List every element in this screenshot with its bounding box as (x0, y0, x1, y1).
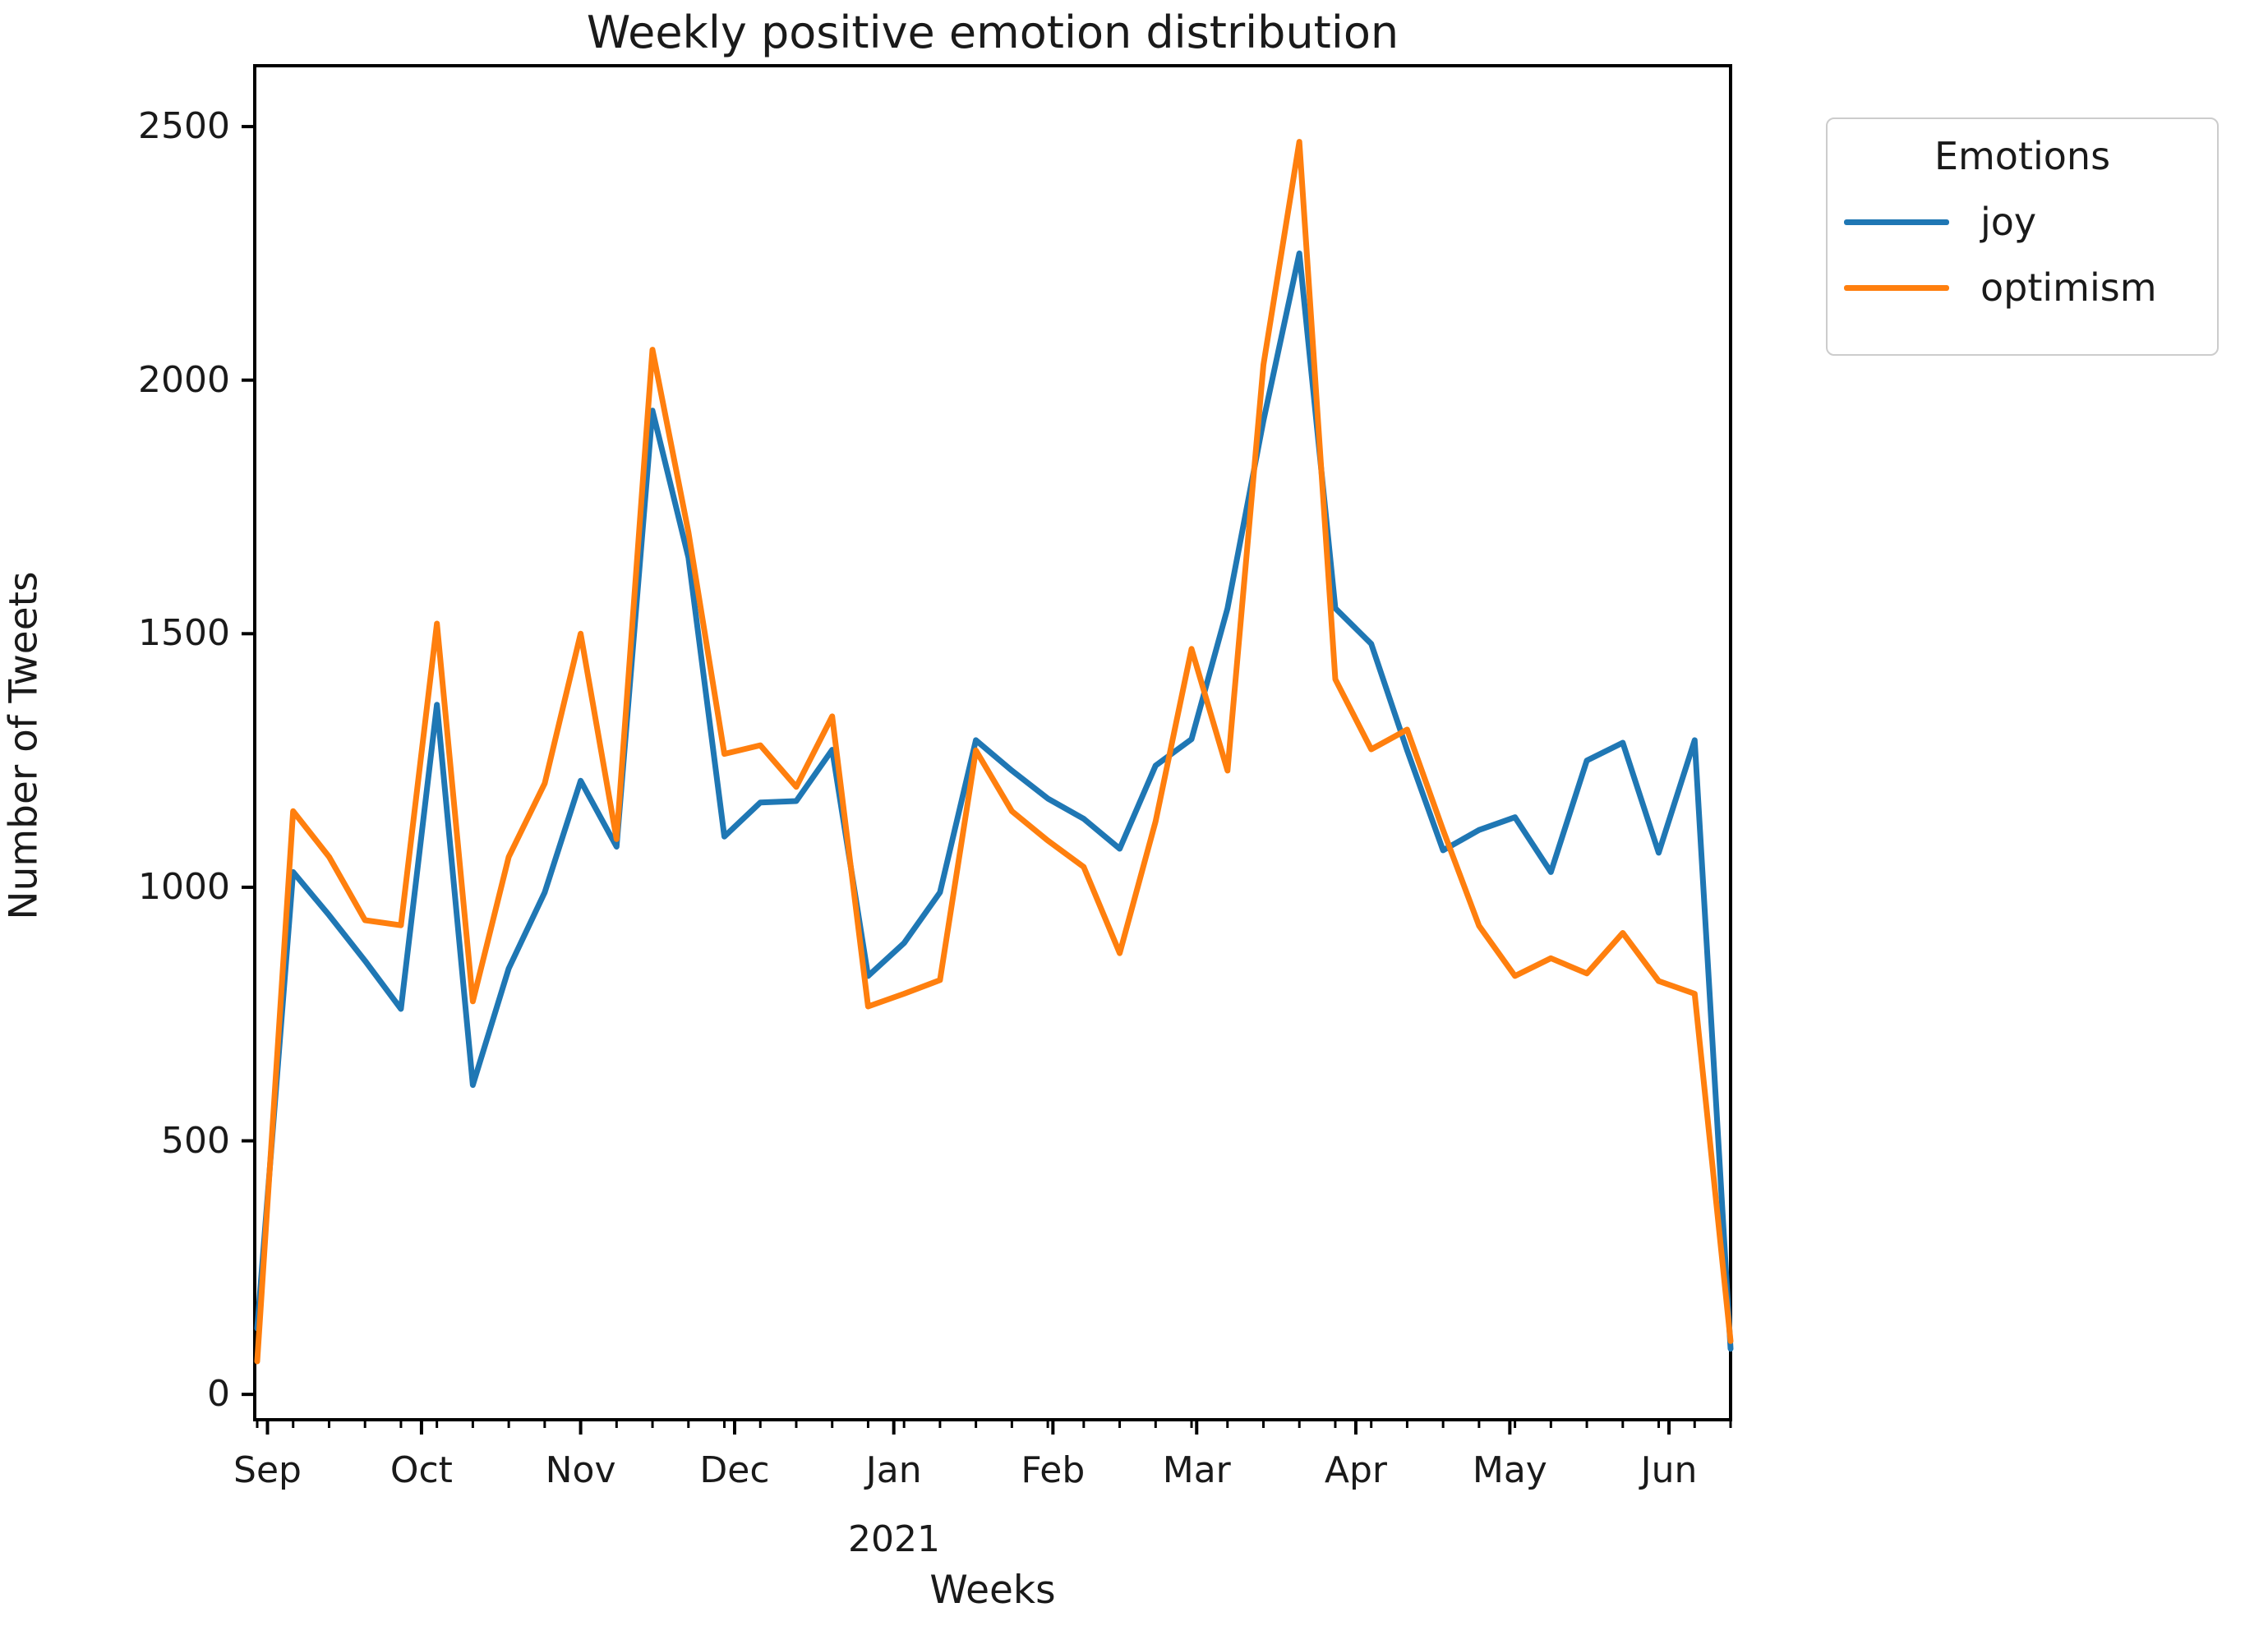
legend-label-optimism: optimism (1980, 265, 2157, 310)
y-tick-label-1000: 1000 (138, 865, 230, 908)
legend-line-sample-joy (1844, 219, 1949, 225)
x-tick-label-Jan: Jan (865, 1449, 922, 1491)
x-axis-year-label: 2021 (848, 1518, 940, 1560)
x-tick-label-Apr: Apr (1324, 1449, 1387, 1491)
x-tick-label-Nov: Nov (545, 1449, 616, 1491)
x-tick-label-Sep: Sep (233, 1449, 302, 1491)
y-axis-ticks (242, 125, 255, 1397)
x-tick-label-Jun: Jun (1640, 1449, 1698, 1491)
x-axis-minor-ticks (256, 1420, 1732, 1428)
axes-spines (253, 64, 1732, 1421)
y-tick-label-1500: 1500 (138, 612, 230, 655)
y-tick-label-2500: 2500 (138, 105, 230, 148)
x-tick-label-Oct: Oct (390, 1449, 453, 1491)
chart-title: Weekly positive emotion distribution (586, 7, 1399, 58)
y-tick-label-2000: 2000 (138, 358, 230, 401)
x-axis-major-ticks (265, 1420, 1671, 1435)
x-axis-label: Weeks (929, 1568, 1056, 1613)
legend-line-sample-optimism (1844, 284, 1949, 291)
x-tick-label-May: May (1472, 1449, 1547, 1491)
y-tick-label-500: 500 (161, 1119, 230, 1162)
series-line-optimism (254, 139, 1734, 1365)
y-tick-label-0: 0 (207, 1373, 230, 1416)
legend-title: Emotions (1934, 134, 2111, 178)
legend-label-joy: joy (1980, 200, 2037, 244)
x-tick-label-Mar: Mar (1162, 1449, 1231, 1491)
series-line-joy (254, 250, 1734, 1352)
legend-box: Emotions joy optimism (1826, 117, 2219, 356)
legend-entry-joy: joy (1844, 200, 2217, 244)
x-tick-label-Feb: Feb (1021, 1449, 1086, 1491)
x-tick-label-Dec: Dec (699, 1449, 770, 1491)
legend-entry-optimism: optimism (1844, 265, 2217, 310)
